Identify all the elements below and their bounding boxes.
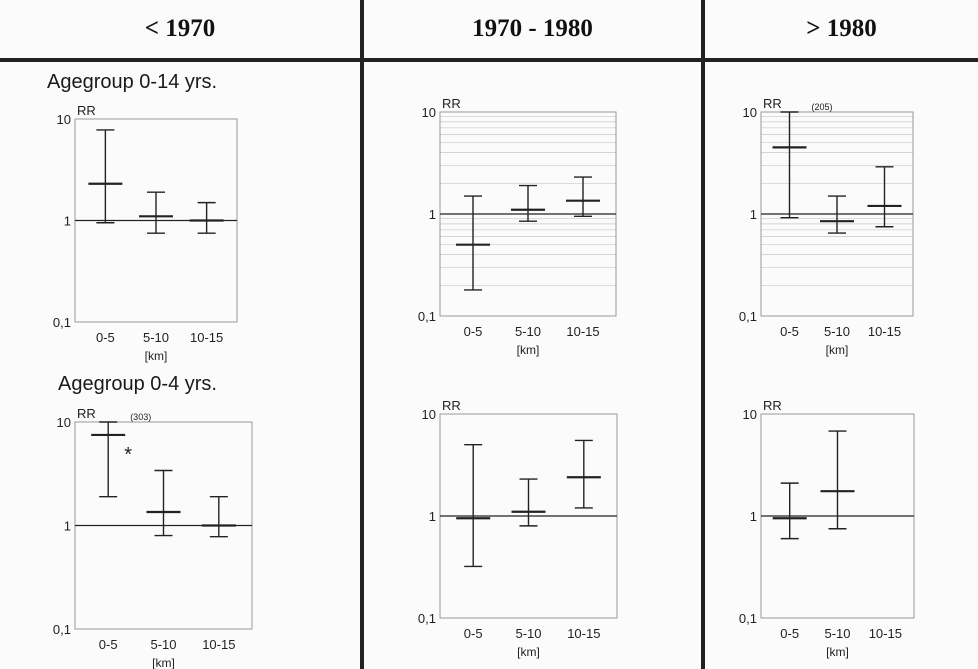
x-tick-label: 10-15: [566, 324, 599, 339]
panel-agegroup-0-4-1970-1980: 0,1 1 10 RR 0-5 5-10 10-15 [km]: [418, 398, 618, 659]
x-axis-label: [km]: [152, 656, 175, 669]
panel-agegroup-0-4-after-1980: 0,1 1 10 RR 0-5 5-10 10-15 [km]: [739, 398, 915, 659]
panel-agegroup-0-14-1970-1980: 0,1 1 10 RR 0-5 5-10 10-15 [km]: [418, 96, 617, 357]
y-tick-label: 1: [750, 509, 757, 524]
x-tick-label: 10-15: [190, 330, 223, 345]
x-tick-label: 10-15: [202, 637, 235, 652]
y-tick-label: 1: [64, 214, 71, 229]
x-tick-label: 0-5: [464, 626, 483, 641]
y-tick-label: 10: [57, 112, 71, 127]
x-tick-label: 5-10: [515, 626, 541, 641]
x-tick-label: 5-10: [515, 324, 541, 339]
error-bar-0-5: [772, 482, 807, 540]
y-tick-label: 10: [422, 105, 436, 120]
x-axis-label: [km]: [517, 343, 540, 357]
x-tick-label: 0-5: [99, 637, 118, 652]
y-axis-label: RR: [763, 96, 782, 111]
x-axis-label: [km]: [517, 645, 540, 659]
x-tick-label: 0-5: [780, 626, 799, 641]
column-header-before-1970: < 1970: [144, 15, 216, 42]
x-tick-label: 5-10: [824, 626, 850, 641]
x-tick-label: 0-5: [780, 324, 799, 339]
x-tick-label: 10-15: [868, 324, 901, 339]
ci-upper-value-label: (303): [130, 412, 151, 422]
error-bar-0-5: (303) *: [91, 412, 151, 498]
error-bar-0-5: (205): [772, 102, 833, 219]
y-tick-label: 0,1: [418, 309, 436, 324]
x-tick-label: 10-15: [567, 626, 600, 641]
error-bar-0-5: [456, 195, 490, 291]
y-axis-label: RR: [77, 103, 96, 118]
y-tick-label: 0,1: [53, 315, 71, 330]
ci-upper-value-label: (205): [812, 102, 833, 112]
x-tick-label: 10-15: [869, 626, 902, 641]
error-bar-5-10: [820, 195, 854, 234]
column-divider-1: [360, 0, 364, 669]
error-bar-10-15: [867, 166, 902, 228]
y-tick-label: 1: [429, 509, 436, 524]
error-bar-0-5: [88, 129, 123, 224]
panel-agegroup-0-14-after-1980: 0,1 1 10 RR 0-5 5-10 10-15 [km] (205): [739, 96, 914, 357]
panel-agegroup-0-14-before-1970: 0,1 1 10 RR 0-5 5-10 10-15 [km]: [53, 103, 238, 363]
x-axis-label: [km]: [826, 343, 849, 357]
column-divider-2: [701, 0, 705, 669]
group-label-0-4: Agegroup 0-4 yrs.: [58, 373, 217, 395]
y-tick-label: 10: [743, 407, 757, 422]
error-bar-10-15: [189, 201, 224, 234]
x-tick-label: 5-10: [824, 324, 850, 339]
y-tick-label: 1: [64, 519, 71, 534]
y-tick-label: 0,1: [418, 611, 436, 626]
error-bar-0-5: [456, 444, 491, 568]
error-bar-5-10: [511, 478, 546, 527]
error-bar-10-15: [566, 439, 601, 509]
y-tick-label: 10: [57, 415, 71, 430]
y-axis-label: RR: [442, 96, 461, 111]
panel-agegroup-0-4-before-1970: 0,1 1 10 RR 0-5 5-10 10-15 [km] (303) *: [53, 406, 253, 669]
y-tick-label: 0,1: [739, 309, 757, 324]
y-axis-label: RR: [763, 398, 782, 413]
x-axis-label: [km]: [826, 645, 849, 659]
error-bar-5-10: [820, 430, 855, 530]
y-axis-label: RR: [77, 406, 96, 421]
column-header-1970-1980: 1970 - 1980: [472, 15, 593, 42]
column-header-after-1980: > 1980: [806, 15, 877, 42]
y-tick-label: 1: [750, 207, 757, 222]
y-tick-label: 10: [422, 407, 436, 422]
group-label-0-14: Agegroup 0-14 yrs.: [47, 71, 218, 93]
header-divider: [0, 58, 978, 62]
y-tick-label: 10: [743, 105, 757, 120]
y-tick-label: 0,1: [53, 622, 71, 637]
error-bar-10-15: [566, 176, 600, 217]
x-tick-label: 0-5: [96, 330, 115, 345]
x-tick-label: 5-10: [143, 330, 169, 345]
error-bar-5-10: [511, 184, 545, 222]
error-bar-5-10: [139, 191, 173, 234]
y-tick-label: 1: [429, 207, 436, 222]
x-tick-label: 5-10: [150, 637, 176, 652]
y-tick-label: 0,1: [739, 611, 757, 626]
error-bar-10-15: [201, 495, 236, 538]
x-tick-label: 0-5: [464, 324, 483, 339]
y-axis-label: RR: [442, 398, 461, 413]
significance-marker: *: [124, 444, 132, 466]
x-axis-label: [km]: [145, 349, 168, 363]
error-bar-5-10: [146, 469, 181, 537]
